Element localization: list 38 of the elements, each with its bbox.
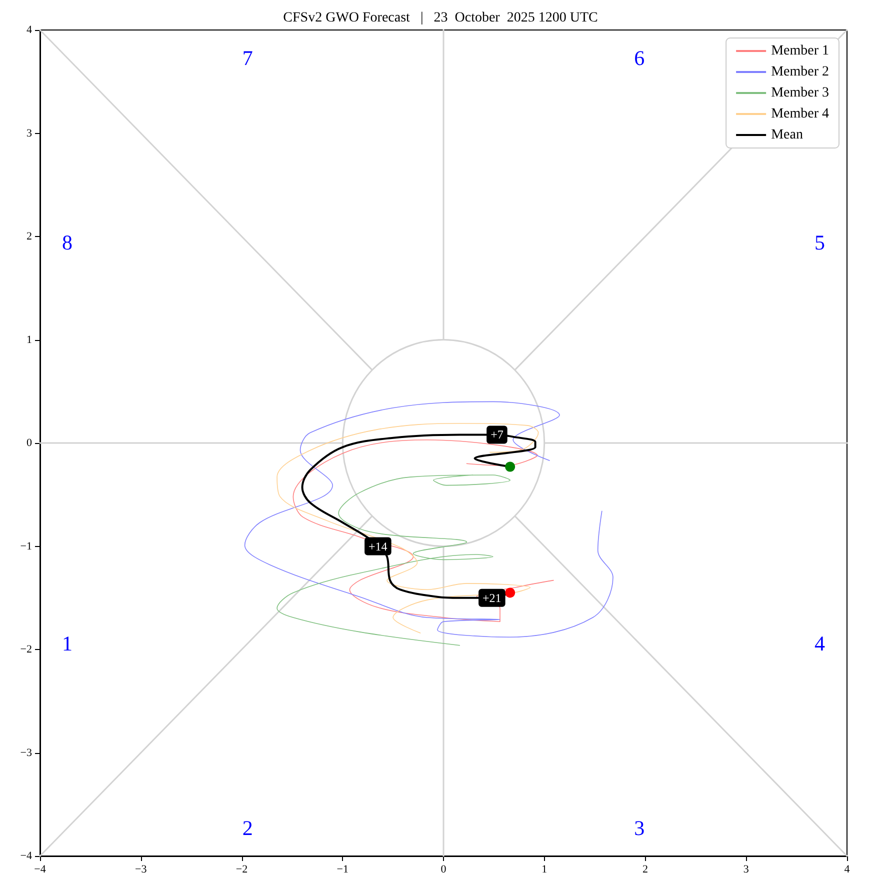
- x-tick-label: 1: [542, 864, 548, 876]
- y-tick-label: −1: [20, 540, 32, 552]
- x-tick-label: 0: [440, 864, 447, 876]
- x-tick-label: −2: [236, 864, 248, 876]
- y-tick-label: −3: [20, 746, 32, 759]
- legend-label: Member 2: [771, 64, 830, 80]
- legend-label: Member 1: [771, 44, 830, 58]
- x-tick-label: 2: [642, 864, 648, 876]
- point: [505, 462, 516, 472]
- y-tick-label: 2: [26, 230, 32, 242]
- line-series: [276, 422, 539, 634]
- x-tick-label: 4: [844, 864, 850, 876]
- x-tick-label: 3: [743, 864, 750, 876]
- annotation: +7: [490, 428, 504, 442]
- x-tick-label: −4: [34, 864, 46, 876]
- point: [505, 588, 516, 598]
- line-series: [276, 474, 510, 646]
- legend-label: Member 3: [771, 86, 830, 100]
- annotation: 2: [242, 816, 253, 840]
- annotation: 8: [62, 230, 72, 255]
- x-tick-label: −3: [135, 864, 148, 876]
- y-tick-label: 3: [26, 127, 32, 140]
- chart-title: CFSv2 GWO Forecast | 23 October 2025 1200 UTC: [283, 10, 598, 26]
- x-tick-label: −1: [336, 864, 348, 876]
- annotation: 3: [634, 816, 645, 840]
- y-tick-label: 4: [26, 24, 32, 36]
- annotation: 4: [814, 631, 826, 656]
- legend-label: Member 4: [771, 106, 830, 122]
- y-tick-label: 1: [26, 334, 32, 346]
- y-tick-label: −2: [20, 644, 32, 656]
- line-series: [244, 401, 614, 638]
- y-tick-label: −4: [20, 850, 32, 862]
- y-tick-label: 0: [26, 437, 32, 449]
- annotation: 6: [634, 46, 645, 70]
- annotation: 5: [814, 230, 826, 255]
- annotation: 7: [242, 46, 253, 70]
- annotation: 1: [62, 631, 72, 656]
- legend-label: Mean: [771, 128, 803, 142]
